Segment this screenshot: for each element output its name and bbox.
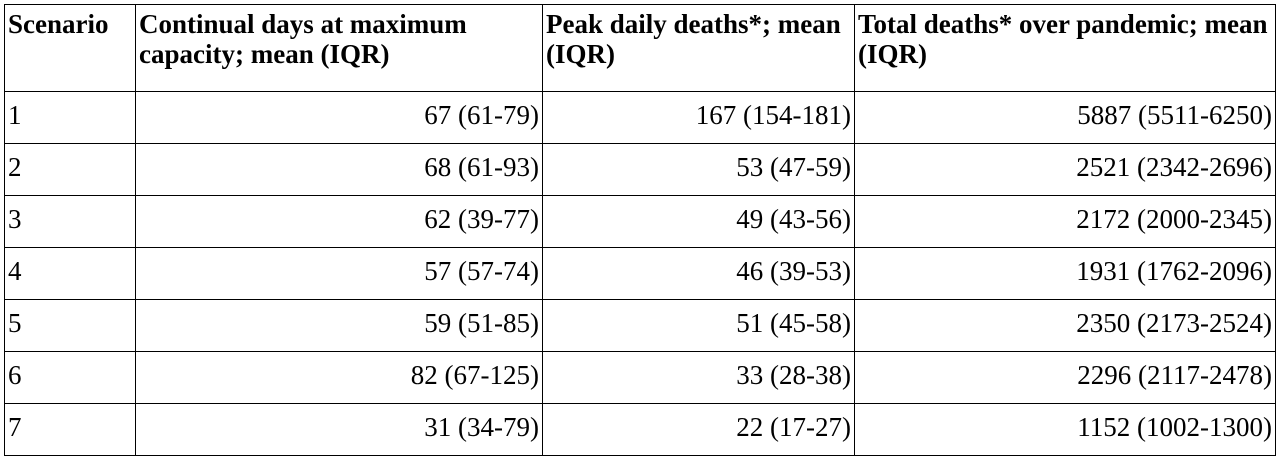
cell-scenario: 4 (4, 247, 136, 300)
table-row: 4 57 (57-74) 46 (39-53) 1931 (1762-2096) (4, 247, 1276, 300)
cell-scenario: 5 (4, 299, 136, 352)
cell-total-deaths: 2350 (2173-2524) (854, 299, 1276, 352)
cell-days-at-max-capacity: 59 (51-85) (135, 299, 543, 352)
results-table: Scenario Continual days at maximum capac… (4, 4, 1276, 456)
cell-peak-daily-deaths: 49 (43-56) (542, 195, 855, 248)
cell-total-deaths: 2521 (2342-2696) (854, 143, 1276, 196)
table-row: 7 31 (34-79) 22 (17-27) 1152 (1002-1300) (4, 403, 1276, 456)
header-peak-daily-deaths: Peak daily deaths*; mean (IQR) (542, 4, 855, 92)
cell-total-deaths: 2296 (2117-2478) (854, 351, 1276, 404)
table-header: Scenario Continual days at maximum capac… (4, 4, 1276, 92)
table-row: 1 67 (61-79) 167 (154-181) 5887 (5511-62… (4, 91, 1276, 144)
cell-days-at-max-capacity: 67 (61-79) (135, 91, 543, 144)
cell-days-at-max-capacity: 57 (57-74) (135, 247, 543, 300)
cell-peak-daily-deaths: 51 (45-58) (542, 299, 855, 352)
cell-peak-daily-deaths: 53 (47-59) (542, 143, 855, 196)
cell-peak-daily-deaths: 22 (17-27) (542, 403, 855, 456)
table-row: 3 62 (39-77) 49 (43-56) 2172 (2000-2345) (4, 195, 1276, 248)
table-row: 2 68 (61-93) 53 (47-59) 2521 (2342-2696) (4, 143, 1276, 196)
cell-scenario: 3 (4, 195, 136, 248)
cell-scenario: 6 (4, 351, 136, 404)
table-row: 6 82 (67-125) 33 (28-38) 2296 (2117-2478… (4, 351, 1276, 404)
cell-days-at-max-capacity: 68 (61-93) (135, 143, 543, 196)
cell-total-deaths: 1931 (1762-2096) (854, 247, 1276, 300)
table-row: 5 59 (51-85) 51 (45-58) 2350 (2173-2524) (4, 299, 1276, 352)
cell-scenario: 2 (4, 143, 136, 196)
header-row: Scenario Continual days at maximum capac… (4, 4, 1276, 92)
cell-scenario: 7 (4, 403, 136, 456)
cell-total-deaths: 5887 (5511-6250) (854, 91, 1276, 144)
cell-peak-daily-deaths: 167 (154-181) (542, 91, 855, 144)
cell-scenario: 1 (4, 91, 136, 144)
cell-total-deaths: 1152 (1002-1300) (854, 403, 1276, 456)
cell-days-at-max-capacity: 62 (39-77) (135, 195, 543, 248)
table-body: 1 67 (61-79) 167 (154-181) 5887 (5511-62… (4, 91, 1276, 456)
cell-total-deaths: 2172 (2000-2345) (854, 195, 1276, 248)
header-total-deaths: Total deaths* over pandemic; mean (IQR) (854, 4, 1276, 92)
cell-peak-daily-deaths: 46 (39-53) (542, 247, 855, 300)
header-scenario: Scenario (4, 4, 136, 92)
cell-peak-daily-deaths: 33 (28-38) (542, 351, 855, 404)
header-days-at-max-capacity: Continual days at maximum capacity; mean… (135, 4, 543, 92)
cell-days-at-max-capacity: 31 (34-79) (135, 403, 543, 456)
cell-days-at-max-capacity: 82 (67-125) (135, 351, 543, 404)
